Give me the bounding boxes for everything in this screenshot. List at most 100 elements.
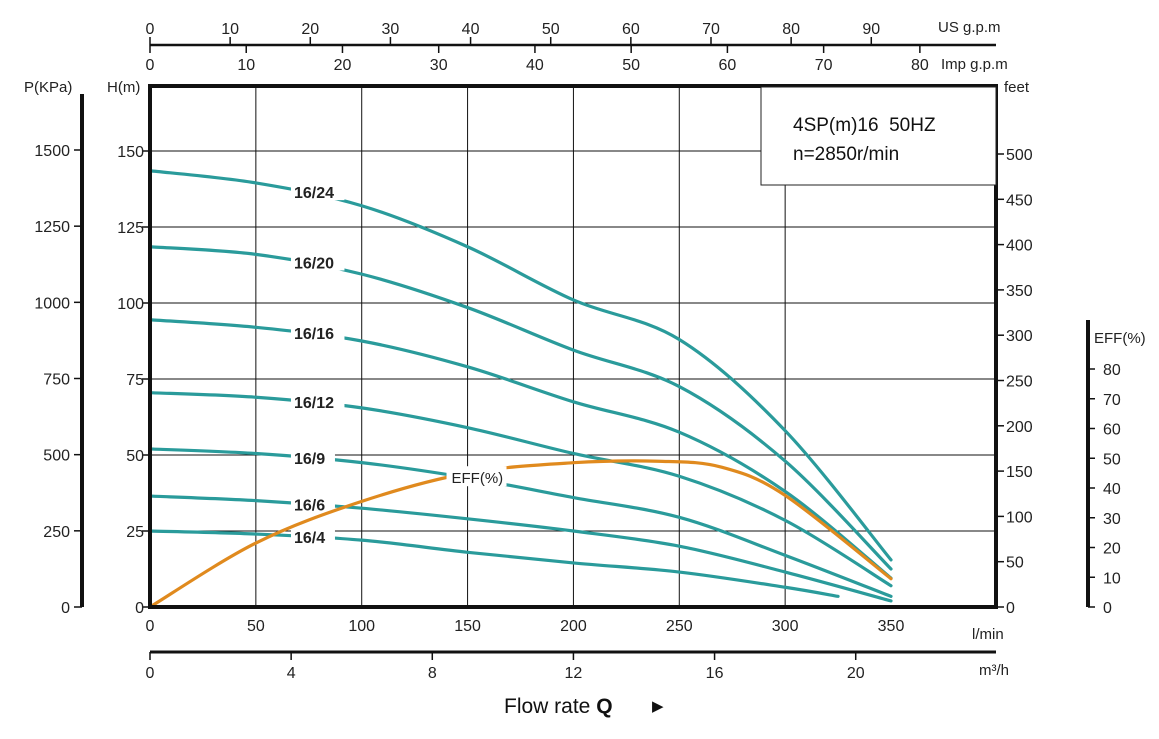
kpa-tick-label: 1500	[34, 143, 70, 160]
curve-label-16-20: 16/20	[294, 255, 334, 272]
curve-16-9	[148, 447, 893, 598]
eff-label-bg	[446, 466, 507, 487]
lmin-tick-label: 100	[348, 618, 375, 635]
curve-label-16-9: 16/9	[294, 451, 325, 468]
curve-label-16-16: 16/16	[294, 326, 334, 343]
us-gpm-tick-label: 60	[622, 21, 640, 38]
lmin-tick-label: 50	[247, 618, 265, 635]
m3h-tick-label: 20	[847, 665, 865, 682]
eff-tick-label: 40	[1103, 481, 1121, 498]
curve-16-12	[148, 391, 893, 588]
lmin-tick-label: 200	[560, 618, 587, 635]
us-gpm-tick-label: 30	[382, 21, 400, 38]
h-tick-label: 0	[135, 600, 144, 617]
feet-tick-label: 0	[1006, 600, 1015, 617]
flow-arrow-icon: ▶	[652, 697, 664, 715]
imp-gpm-tick-label: 10	[237, 57, 255, 74]
chart-marks: 16/24 16/20 16/16 16/12 16/9 16/6 16/4 EFF(%)	[148, 169, 893, 609]
m3h-tick-label: 8	[428, 665, 437, 682]
feet-tick-label: 350	[1006, 283, 1033, 300]
eff-tick-label: 70	[1103, 392, 1121, 409]
axes: 0255075100125150025050075010001250150005…	[34, 21, 1120, 682]
feet-axis-label: feet	[1004, 79, 1030, 96]
imp-gpm-tick-label: 70	[815, 57, 833, 74]
imp-gpm-tick-label: 30	[430, 57, 448, 74]
imp-gpm-tick-label: 60	[719, 57, 737, 74]
eff-tick-label: 10	[1103, 570, 1121, 587]
info-box	[760, 86, 997, 186]
curve-label-bg	[290, 392, 345, 411]
h-tick-label: 75	[126, 372, 144, 389]
eff-tick-label: 0	[1103, 600, 1112, 617]
head-axis-label: H(m)	[107, 79, 140, 96]
curve-16-6	[148, 494, 893, 603]
feet-tick-label: 500	[1006, 147, 1033, 164]
lmin-tick-label: 350	[878, 618, 905, 635]
imp-gpm-tick-label: 20	[334, 57, 352, 74]
eff-axis-label: EFF(%)	[1094, 330, 1146, 347]
curve-16-24	[148, 169, 893, 562]
curve-label-bg	[290, 252, 345, 271]
us-gpm-tick-label: 0	[146, 21, 155, 38]
us-gpm-tick-label: 10	[221, 21, 239, 38]
lmin-zero-label: 0	[146, 618, 155, 635]
imp-gpm-tick-label: 0	[146, 57, 155, 74]
plot-frame	[148, 84, 998, 609]
chart-subtitle: n=2850r/min	[793, 144, 899, 165]
curve-16-16	[148, 318, 893, 580]
us-gpm-tick-label: 80	[782, 21, 800, 38]
curve-label-16-6: 16/6	[294, 497, 325, 514]
eff-tick-label: 60	[1103, 422, 1121, 439]
curve-label-16-24: 16/24	[294, 185, 334, 202]
us-gpm-tick-label: 50	[542, 21, 560, 38]
h-tick-label: 25	[126, 524, 144, 541]
curve-label-16-4: 16/4	[294, 530, 325, 547]
kpa-tick-label: 750	[43, 372, 70, 389]
kpa-tick-label: 500	[43, 448, 70, 465]
feet-tick-label: 50	[1006, 555, 1024, 572]
imp-gpm-tick-label: 50	[622, 57, 640, 74]
eff-tick-label: 30	[1103, 511, 1121, 528]
feet-tick-label: 200	[1006, 419, 1033, 436]
m3h-tick-label: 4	[287, 665, 296, 682]
h-tick-label: 50	[126, 448, 144, 465]
eff-curve	[148, 459, 893, 609]
imp-gpm-tick-label: 40	[526, 57, 544, 74]
curve-label-bg	[290, 182, 345, 201]
h-tick-label: 125	[117, 220, 144, 237]
lmin-tick-label: 300	[772, 618, 799, 635]
lmin-tick-label: 250	[666, 618, 693, 635]
feet-tick-label: 100	[1006, 509, 1033, 526]
us-gpm-tick-label: 40	[462, 21, 480, 38]
kpa-tick-label: 250	[43, 524, 70, 541]
m3h-tick-label: 12	[565, 665, 583, 682]
kpa-tick-label: 0	[61, 600, 70, 617]
eff-tick-label: 80	[1103, 362, 1121, 379]
feet-tick-label: 250	[1006, 374, 1033, 391]
curve-label-bg	[290, 527, 335, 546]
lmin-axis-label: l/min	[972, 626, 1004, 643]
m3h-tick-label: 16	[706, 665, 724, 682]
h-tick-label: 100	[117, 296, 144, 313]
kpa-tick-label: 1000	[34, 295, 70, 312]
curve-label-bg	[290, 323, 345, 342]
m3h-tick-label: 0	[146, 665, 155, 682]
curve-16-20	[148, 245, 893, 571]
feet-tick-label: 400	[1006, 238, 1033, 255]
imp-gpm-axis-label: Imp g.p.m	[941, 56, 1008, 73]
eff-tick-label: 20	[1103, 541, 1121, 558]
curve-label-bg	[290, 447, 335, 466]
eff-curve-label: EFF(%)	[452, 470, 504, 487]
curve-16-4	[148, 529, 840, 598]
curve-label-16-12: 16/12	[294, 395, 334, 412]
flow-rate-label: Flow rate Q	[504, 695, 613, 718]
chart-title: 4SP(m)16 50HZ	[793, 115, 936, 136]
imp-gpm-tick-label: 80	[911, 57, 929, 74]
m3h-axis-label: m³/h	[979, 662, 1009, 679]
curve-label-bg	[290, 494, 335, 513]
kpa-tick-label: 1250	[34, 219, 70, 236]
feet-tick-label: 450	[1006, 192, 1033, 209]
feet-tick-label: 300	[1006, 328, 1033, 345]
us-gpm-tick-label: 20	[301, 21, 319, 38]
